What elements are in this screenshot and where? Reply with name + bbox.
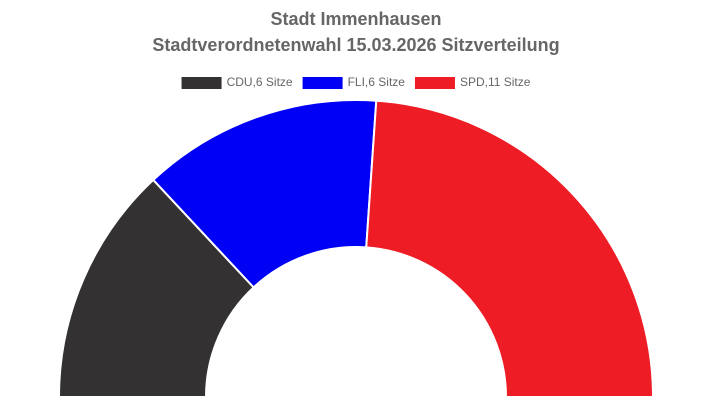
legend-label: SPD,11 Sitze [460,75,531,89]
legend-swatch [414,77,455,89]
legend-swatch [181,77,222,89]
chart-title: Stadtverordnetenwahl 15.03.2026 Sitzvert… [152,35,559,55]
slice [365,99,655,398]
legend: CDU,6 Sitze FLI,6 Sitze SPD,11 Sitze [181,75,531,89]
legend-label: CDU,6 Sitze [227,75,293,89]
legend-swatch [302,77,343,89]
chart-title: Stadt Immenhausen [270,9,441,29]
legend-label: FLI,6 Sitze [348,75,406,89]
